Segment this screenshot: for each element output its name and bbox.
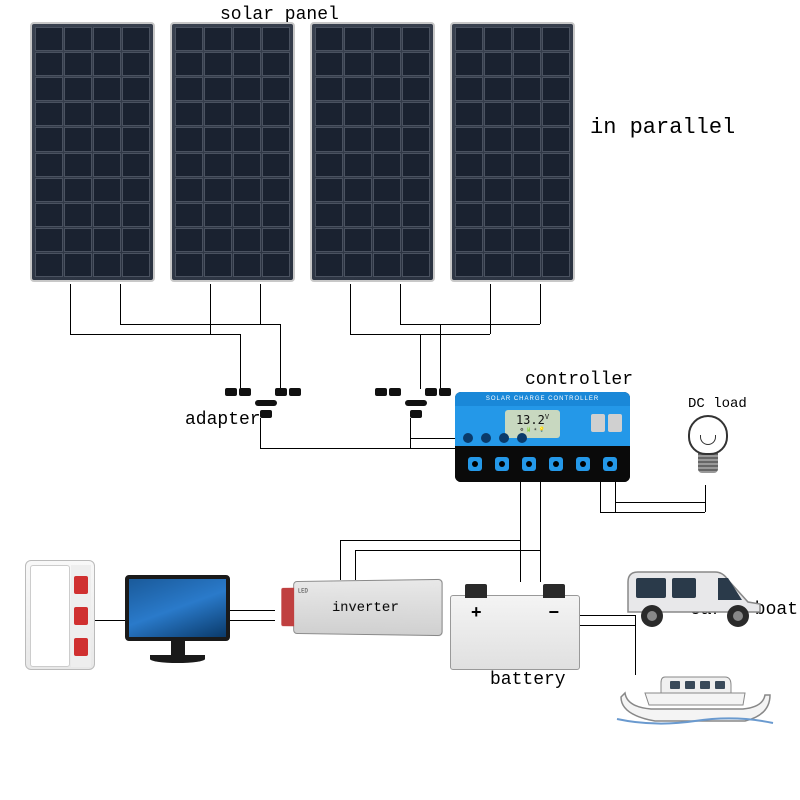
wire [705, 485, 706, 512]
diagram-canvas: solar panel in parallel adapter controll… [0, 0, 800, 800]
wire [600, 482, 601, 512]
wire [120, 284, 121, 324]
wire [340, 540, 341, 580]
wire [400, 284, 401, 324]
van-icon [620, 560, 770, 640]
wire [440, 324, 441, 389]
controller-buttons [463, 433, 527, 443]
wire [615, 502, 705, 503]
wire [280, 324, 281, 389]
wire [540, 284, 541, 324]
wire [70, 334, 240, 335]
battery-terminal-neg [543, 584, 565, 598]
label-battery: battery [490, 670, 566, 690]
label-dc-load: DC load [688, 396, 747, 412]
wire [410, 418, 411, 448]
wire [350, 284, 351, 334]
wire [210, 284, 211, 334]
minus-sign: − [548, 602, 559, 623]
fridge-icon [25, 560, 95, 670]
inverter-led-label: LED [298, 588, 308, 595]
label-in-parallel: in parallel [590, 115, 735, 140]
wire [355, 550, 356, 580]
inverter-box: LED inverter [293, 579, 442, 636]
wire [260, 284, 261, 324]
mc4-adapter [225, 388, 305, 418]
wire [400, 324, 440, 325]
solar-panel [170, 22, 295, 282]
boat-icon [615, 665, 775, 735]
solar-panel [310, 22, 435, 282]
wire [600, 512, 705, 513]
battery-terminal-pos [465, 584, 487, 598]
wire [355, 550, 540, 551]
controller-terminals [455, 446, 630, 482]
wire [240, 334, 241, 389]
charge-controller: SOLAR CHARGE CONTROLLER 13.2V ⚙ 🔋 ☀ 💡 [455, 392, 630, 482]
usb-ports [591, 414, 622, 432]
label-controller: controller [525, 370, 633, 390]
wire [260, 448, 475, 449]
wire [340, 540, 520, 541]
bulb-icon [685, 415, 731, 485]
battery-box: + − [450, 595, 580, 670]
monitor-icon [125, 575, 230, 670]
plus-sign: + [471, 602, 482, 623]
solar-panel [450, 22, 575, 282]
wire [400, 334, 490, 335]
wire [120, 324, 280, 325]
wire [440, 324, 540, 325]
wire [260, 418, 261, 448]
label-inverter: inverter [332, 599, 399, 615]
wire [520, 482, 521, 582]
wire [230, 610, 275, 611]
wire [615, 482, 616, 512]
mc4-adapter [375, 388, 455, 418]
wire [70, 284, 71, 334]
wire [420, 334, 421, 389]
controller-title: SOLAR CHARGE CONTROLLER [455, 392, 630, 406]
wire [540, 482, 541, 582]
solar-panel [30, 22, 155, 282]
wire [490, 284, 491, 334]
